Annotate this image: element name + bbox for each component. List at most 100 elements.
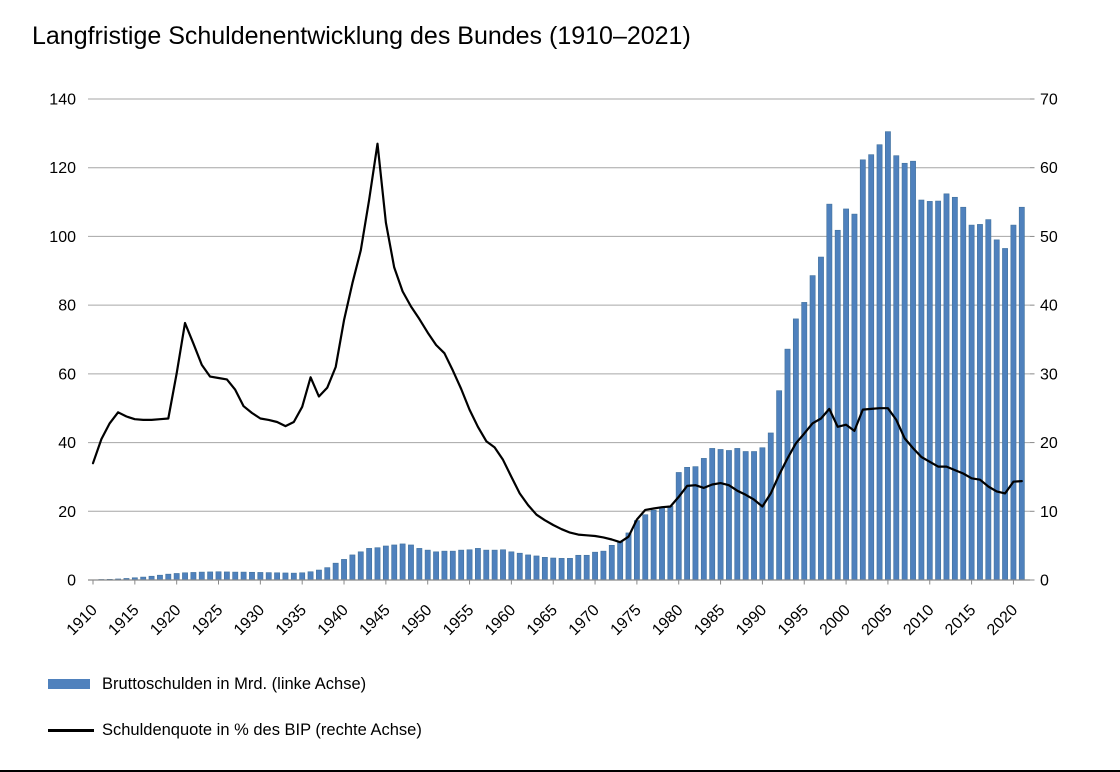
x-axis-label-2010: 2010 [900, 602, 937, 639]
bar-1966 [558, 558, 565, 581]
x-axis-label-1915: 1915 [105, 602, 142, 639]
bar-2019 [1002, 248, 1008, 581]
bar-1933 [282, 572, 289, 581]
bar-1986 [726, 450, 732, 581]
bar-2002 [859, 159, 866, 581]
bar-1971 [600, 550, 607, 581]
bar-2005 [885, 131, 891, 581]
right-axis-label-40: 40 [1040, 298, 1058, 315]
bar-1944 [374, 547, 381, 581]
right-axis-label-60: 60 [1040, 160, 1058, 177]
bar-1994 [792, 318, 799, 581]
bar-2001 [851, 213, 858, 581]
bar-1941 [349, 554, 356, 581]
bar-1979 [667, 505, 674, 581]
bar-1935 [299, 572, 306, 581]
bar-1998 [826, 203, 833, 581]
left-axis-label-120: 120 [49, 160, 76, 177]
bar-1962 [525, 554, 532, 581]
bar-1919 [165, 573, 172, 581]
bar-2010 [926, 201, 933, 581]
bar-1990 [759, 447, 766, 581]
bar-1925 [215, 571, 222, 581]
bar-1958 [491, 549, 498, 581]
bar-1921 [182, 572, 188, 581]
x-axis-label-2020: 2020 [984, 602, 1021, 639]
bar-2009 [918, 199, 925, 581]
left-axis-label-140: 140 [49, 92, 76, 109]
bar-1931 [265, 572, 272, 581]
x-axis-label-1975: 1975 [608, 602, 645, 639]
x-axis-label-2000: 2000 [817, 602, 854, 639]
bar-1956 [475, 548, 481, 581]
bar-1947 [399, 543, 406, 581]
right-axis-label-50: 50 [1040, 229, 1058, 246]
bar-2008 [910, 160, 916, 581]
bar-1999 [834, 229, 841, 581]
bar-1988 [742, 451, 749, 581]
x-axis-label-1995: 1995 [775, 602, 812, 639]
x-axis-label-2015: 2015 [942, 602, 979, 639]
right-axis-label-30: 30 [1040, 366, 1058, 383]
bar-1992 [776, 390, 783, 581]
right-axis-label-70: 70 [1040, 92, 1058, 109]
bar-2006 [893, 155, 900, 581]
bar-1993 [784, 348, 791, 581]
x-axis-label-1955: 1955 [440, 602, 477, 639]
bar-1949 [416, 548, 423, 581]
bar-1950 [424, 549, 431, 581]
debt-ratio-line [91, 142, 1023, 544]
x-axis-label-1985: 1985 [691, 602, 728, 639]
bar-2018 [993, 239, 1000, 581]
x-axis-label-1960: 1960 [482, 602, 519, 639]
bar-2000 [843, 208, 849, 581]
bar-1969 [583, 554, 590, 581]
bar-1995 [801, 302, 808, 581]
bar-1945 [382, 545, 389, 581]
legend-bars-label: Bruttoschulden in Mrd. (linke Achse) [102, 674, 367, 693]
chart-title: Langfristige Schuldenentwicklung des Bun… [32, 22, 691, 50]
legend-item-line: Schuldenquote in % des BIP (rechte Achse… [48, 720, 422, 740]
bar-1918 [157, 574, 163, 581]
bar-2011 [935, 200, 942, 581]
bar-2015 [968, 224, 975, 581]
bar-1928 [240, 571, 247, 581]
bar-1977 [650, 509, 657, 581]
bar-1981 [684, 467, 690, 581]
bar-1948 [408, 544, 414, 581]
x-axis-label-1945: 1945 [357, 602, 394, 639]
legend-line-label: Schuldenquote in % des BIP (rechte Achse… [102, 720, 422, 739]
x-axis-label-1950: 1950 [398, 602, 435, 639]
left-axis-label-60: 60 [58, 366, 76, 383]
bar-1957 [483, 549, 490, 581]
bar-1940 [341, 559, 347, 581]
x-axis-label-1965: 1965 [524, 602, 561, 639]
left-axis-label-100: 100 [49, 229, 76, 246]
bar-1930 [257, 572, 264, 581]
bar-1929 [249, 571, 255, 581]
bar-1996 [809, 275, 816, 581]
bar-1939 [332, 562, 339, 581]
bar-1978 [659, 506, 665, 581]
image-bottom-border [0, 770, 1120, 772]
bar-1960 [508, 551, 515, 581]
bar-2004 [876, 144, 883, 581]
bar-1951 [433, 551, 439, 581]
bar-2017 [985, 219, 992, 581]
bar-1963 [533, 555, 540, 581]
bar-1991 [767, 432, 774, 581]
x-axis-label-1920: 1920 [147, 602, 184, 639]
x-axis-label-1940: 1940 [315, 602, 352, 639]
bar-2014 [960, 206, 967, 581]
bar-1938 [324, 567, 331, 581]
bar-1976 [642, 514, 649, 581]
bar-1924 [207, 571, 214, 581]
bar-2016 [977, 224, 983, 581]
bar-1974 [625, 532, 632, 581]
bar-1954 [458, 549, 465, 581]
bar-1984 [709, 448, 716, 581]
bar-1932 [274, 572, 280, 581]
x-axis-label-1935: 1935 [273, 602, 310, 639]
bar-1952 [441, 550, 448, 581]
